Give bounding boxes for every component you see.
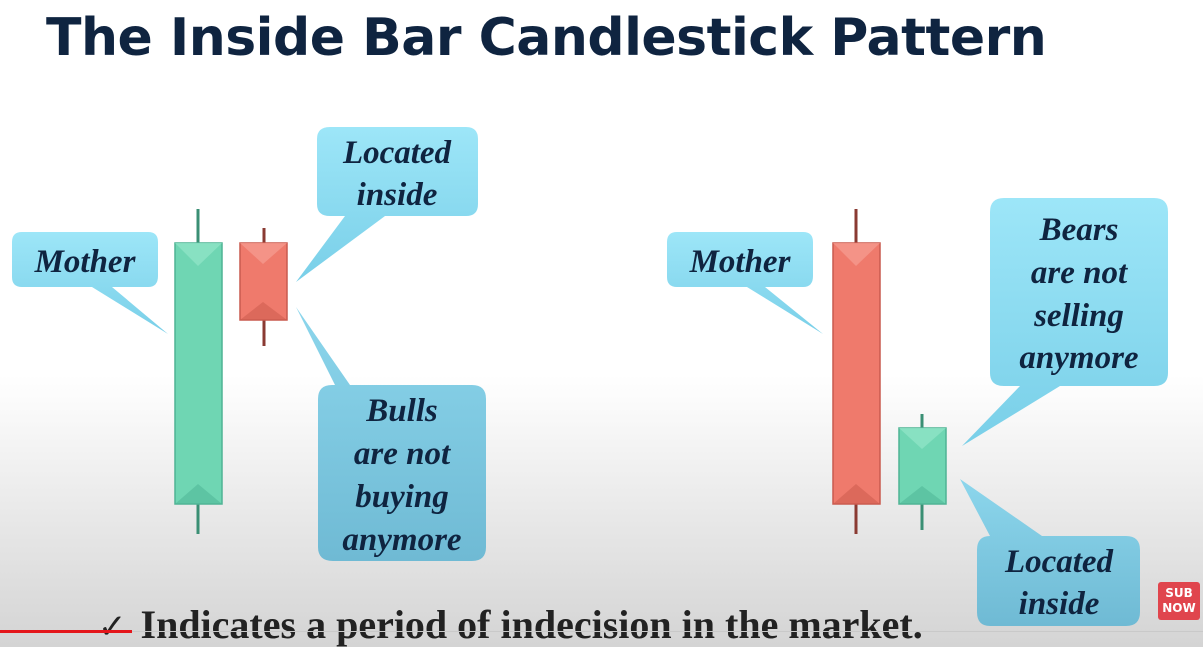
subscribe-line2: NOW (1162, 601, 1196, 615)
left-located-line1: Located (342, 135, 452, 171)
subscribe-line1: SUB (1165, 586, 1193, 600)
left-mother-callout: Mother (12, 232, 168, 334)
right-inside-candle (898, 414, 947, 530)
footer-text: Indicates a period of indecision in the … (140, 602, 923, 647)
left-meaning-callout: Bulls are not buying anymore (296, 307, 486, 561)
subscribe-now-button[interactable]: SUB NOW (1158, 582, 1200, 620)
page-title: The Inside Bar Candlestick Pattern (46, 8, 1047, 68)
right-located-line2: inside (1019, 586, 1100, 622)
right-mother-body (832, 242, 881, 505)
right-meaning-line3: selling (1033, 298, 1124, 334)
video-progress-bar[interactable] (0, 630, 132, 633)
right-located-callout: Located inside (960, 479, 1140, 626)
left-located-callout: Located inside (296, 127, 478, 282)
right-located-line1: Located (1004, 544, 1114, 580)
video-progress-track[interactable] (132, 631, 1203, 632)
right-meaning-line2: are not (1031, 255, 1128, 291)
left-pattern: Mother Located inside Bulls are not buyi… (12, 127, 486, 561)
right-mother-label: Mother (689, 244, 792, 280)
right-mother-candle (832, 209, 881, 534)
left-mother-candle (174, 209, 223, 534)
left-mother-body (174, 242, 223, 505)
left-meaning-line3: buying (355, 479, 449, 515)
left-meaning-line1: Bulls (365, 393, 438, 429)
right-meaning-callout: Bears are not selling anymore (962, 198, 1168, 446)
right-meaning-line4: anymore (1019, 340, 1138, 376)
left-inside-candle (239, 228, 288, 346)
right-meaning-line1: Bears (1039, 212, 1119, 248)
right-pattern: Mother Bears are not selling anymore Loc… (667, 198, 1168, 626)
left-located-line2: inside (357, 177, 438, 213)
left-meaning-line2: are not (354, 436, 451, 472)
left-mother-label: Mother (34, 244, 137, 280)
check-icon: ✓ (98, 607, 127, 647)
footer-statement: ✓ Indicates a period of indecision in the… (98, 601, 923, 648)
left-meaning-line4: anymore (342, 522, 461, 558)
right-mother-callout: Mother (667, 232, 823, 334)
